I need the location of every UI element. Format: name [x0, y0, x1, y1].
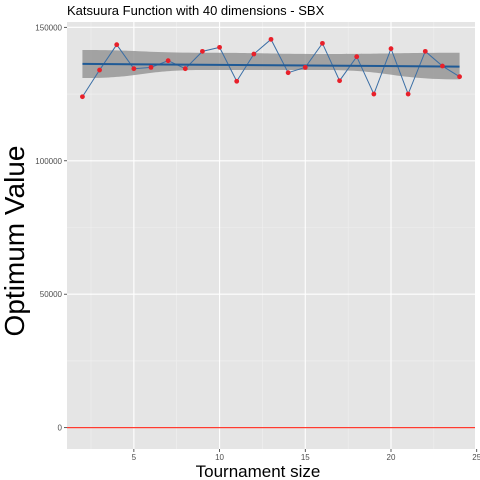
data-point [388, 46, 394, 52]
data-point [440, 63, 445, 69]
chart-title: Katsuura Function with 40 dimensions - S… [67, 3, 325, 18]
point-layer [80, 36, 462, 100]
data-point [457, 74, 462, 80]
x-tick-label: 25 [472, 453, 480, 462]
y-axis-label: Optimum Value [0, 146, 30, 337]
data-point [302, 64, 308, 70]
data-point [148, 64, 154, 70]
x-tick-label: 10 [215, 453, 224, 462]
x-axis-ticks: 5 10 15 20 25 [132, 449, 480, 462]
y-tick-label: 150000 [35, 23, 62, 32]
data-point [268, 36, 274, 42]
y-tick-label: 0 [58, 424, 63, 433]
data-point [337, 78, 342, 84]
data-point [320, 40, 325, 46]
y-tick-label: 50000 [40, 290, 63, 299]
x-tick-label: 20 [387, 453, 396, 462]
data-point [165, 58, 171, 64]
data-point [182, 66, 188, 72]
x-tick-label: 15 [301, 453, 310, 462]
x-axis-label: Tournament size [196, 462, 321, 480]
data-point [217, 44, 222, 50]
data-point [80, 94, 85, 100]
data-point [285, 70, 291, 76]
trend-layer [82, 62, 460, 68]
data-point [354, 54, 360, 60]
data-point [114, 42, 120, 48]
data-point [200, 48, 205, 54]
data-point [405, 91, 411, 97]
plot-panel [67, 22, 475, 449]
data-point [234, 78, 240, 84]
x-tick-label: 5 [132, 453, 137, 462]
data-point [422, 48, 428, 54]
trend-line [82, 62, 460, 68]
minor-grid [67, 22, 475, 449]
data-point [131, 66, 137, 72]
y-tick-label: 100000 [35, 157, 62, 166]
data-point [251, 51, 257, 57]
data-point [371, 91, 377, 97]
y-axis-ticks: 0 50000 100000 150000 [35, 23, 67, 433]
data-point [97, 67, 102, 73]
